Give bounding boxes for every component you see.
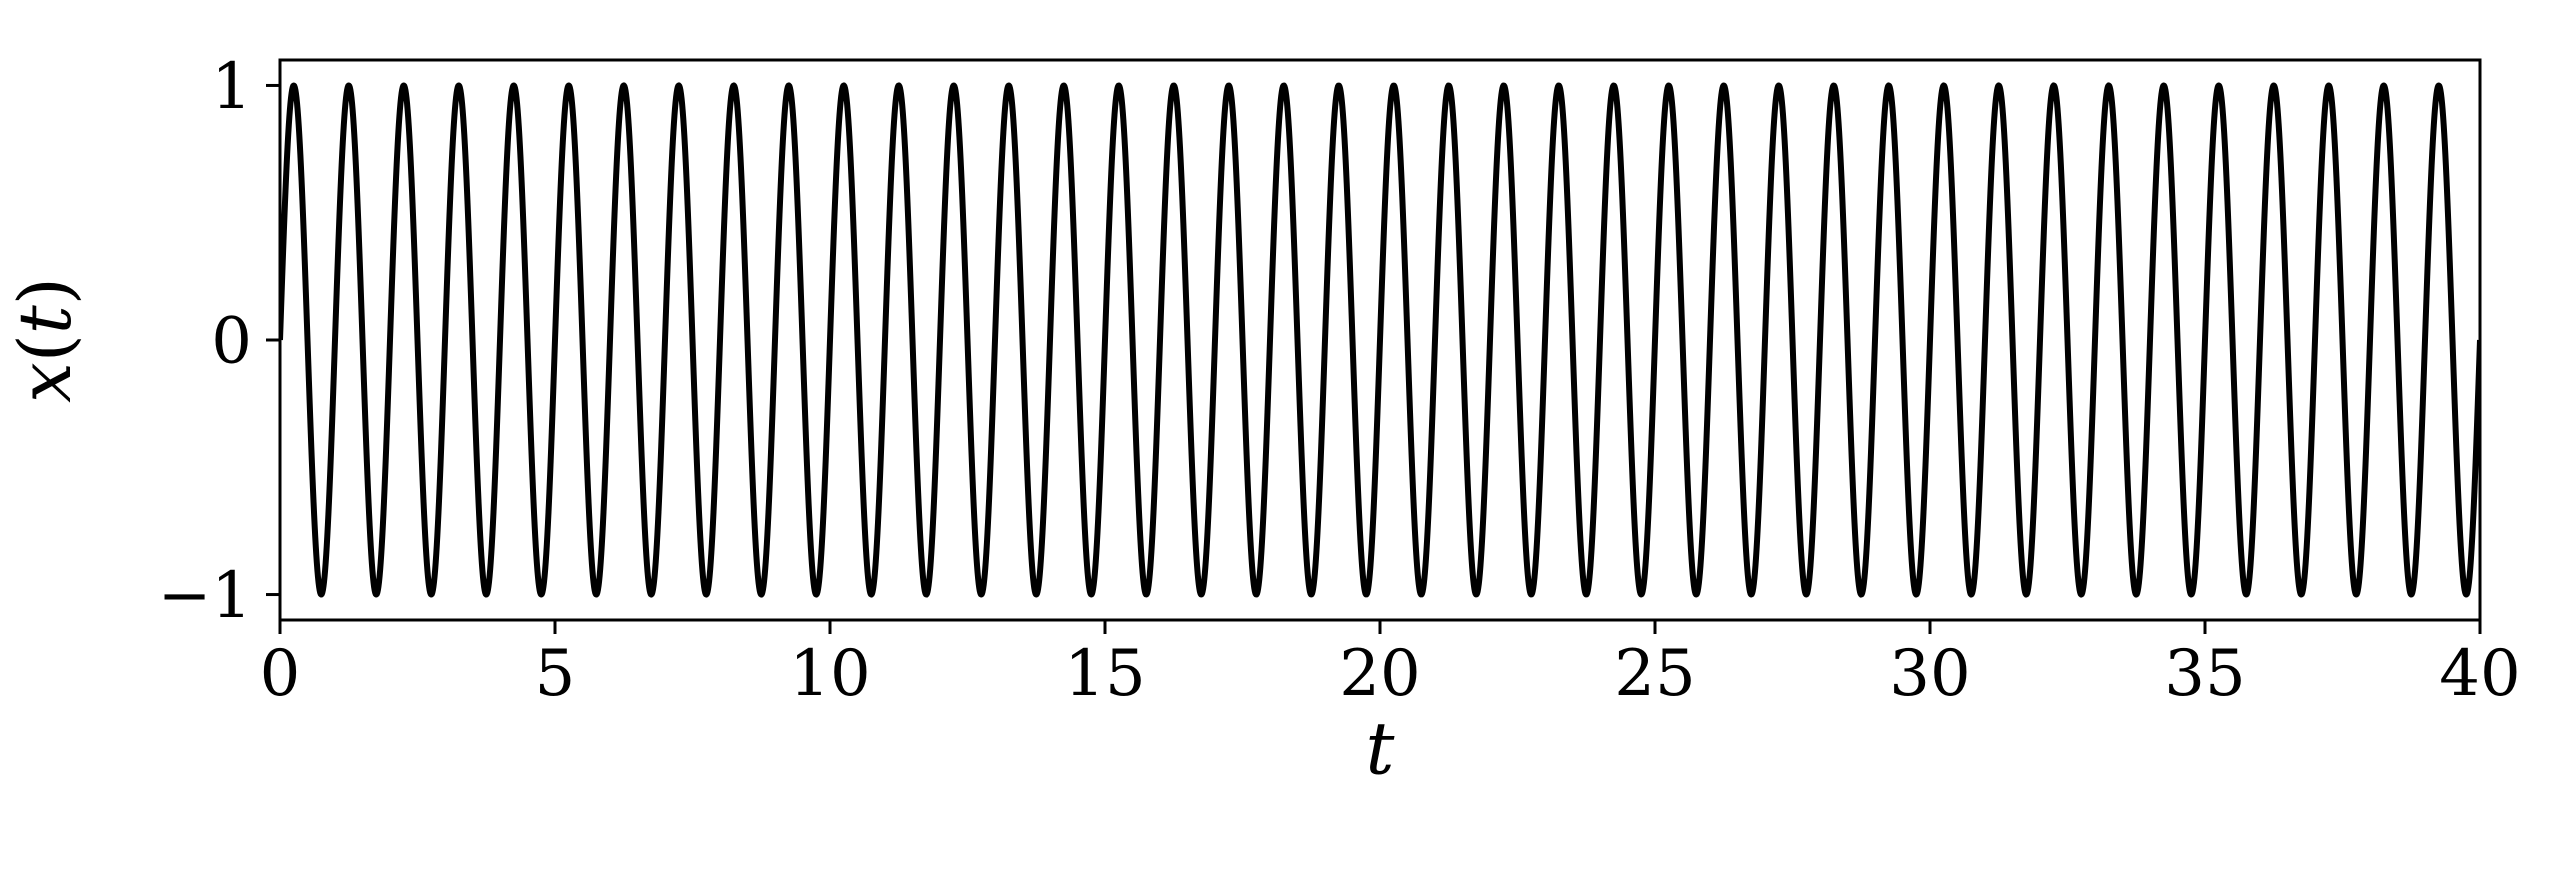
x-tick-label: 25 (1614, 637, 1695, 711)
x-tick-label: 40 (2439, 637, 2520, 711)
x-tick-label: 0 (260, 637, 301, 711)
x-tick-label: 20 (1339, 637, 1420, 711)
y-axis-label: x(t) (3, 277, 87, 403)
x-axis-label: t (1366, 707, 1396, 791)
y-tick-label: −1 (158, 559, 252, 633)
x-tick-label: 30 (1889, 637, 1970, 711)
x-tick-label: 10 (789, 637, 870, 711)
x-tick-label: 35 (2164, 637, 2245, 711)
chart-container: 0510152025303540−101tx(t) (0, 0, 2558, 880)
chart-svg: 0510152025303540−101tx(t) (0, 0, 2558, 880)
y-tick-label: 0 (211, 304, 252, 378)
x-tick-label: 5 (535, 637, 576, 711)
x-tick-label: 15 (1064, 637, 1145, 711)
y-tick-label: 1 (211, 50, 252, 124)
